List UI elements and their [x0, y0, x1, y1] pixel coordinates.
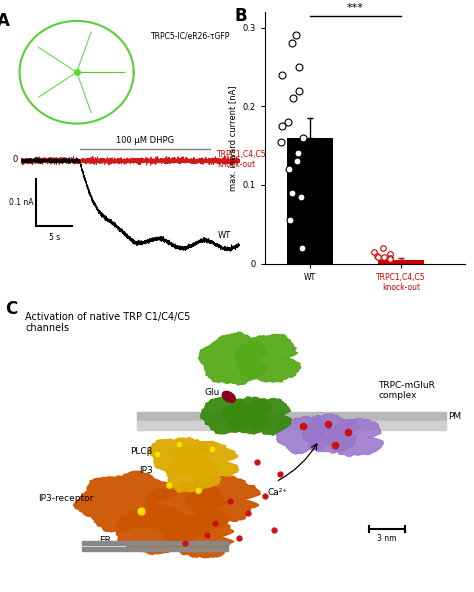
Text: B: B [235, 7, 247, 25]
Text: C: C [5, 301, 17, 318]
Text: A: A [0, 12, 10, 30]
Text: Activation of native TRP C1/C4/C5
channels: Activation of native TRP C1/C4/C5 channe… [26, 311, 191, 333]
Polygon shape [302, 414, 359, 453]
Bar [82, 541, 228, 545]
Ellipse shape [222, 391, 236, 403]
Polygon shape [222, 397, 272, 434]
Y-axis label: max. inward current [nA]: max. inward current [nA] [228, 85, 237, 191]
Polygon shape [166, 458, 222, 492]
Text: IP3: IP3 [139, 466, 153, 475]
Polygon shape [163, 514, 234, 558]
Polygon shape [236, 334, 301, 382]
Polygon shape [73, 471, 176, 533]
Polygon shape [328, 419, 383, 456]
Text: ***: *** [347, 2, 364, 12]
Polygon shape [276, 416, 335, 454]
Bar [137, 421, 447, 430]
Polygon shape [144, 482, 229, 537]
Text: PLCβ: PLCβ [130, 447, 153, 456]
Polygon shape [168, 442, 239, 483]
Bar [287, 138, 333, 263]
Polygon shape [199, 332, 267, 385]
Bar [137, 412, 447, 421]
Polygon shape [148, 437, 214, 475]
Text: IP3-receptor: IP3-receptor [38, 494, 94, 503]
Text: TRPC5-IC/eR26-τGFP: TRPC5-IC/eR26-τGFP [151, 32, 230, 41]
Bar [378, 260, 424, 263]
Polygon shape [201, 397, 254, 434]
Text: Ca²⁺: Ca²⁺ [268, 488, 288, 497]
Text: PM: PM [448, 412, 462, 421]
Text: ER: ER [99, 536, 111, 545]
Text: Glu: Glu [204, 388, 220, 397]
Polygon shape [116, 504, 201, 555]
Polygon shape [185, 476, 261, 523]
Text: 3 nm: 3 nm [377, 534, 397, 543]
Polygon shape [246, 398, 292, 435]
Bar [82, 547, 228, 551]
Text: TRPC-mGluR
complex: TRPC-mGluR complex [378, 381, 435, 400]
